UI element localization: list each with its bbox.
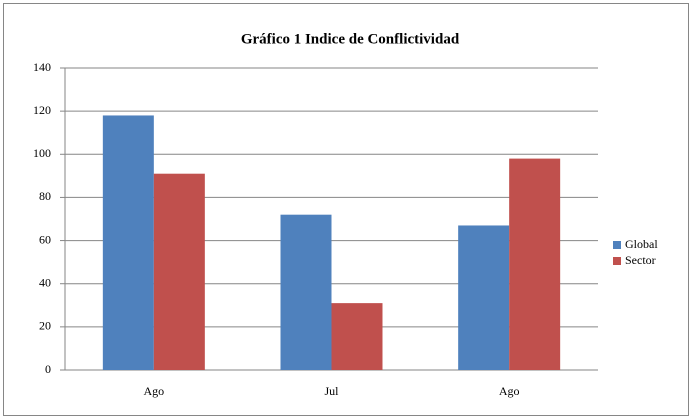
legend-label: Global: [625, 237, 658, 251]
x-tick-label: Ago: [499, 384, 520, 398]
legend-swatch: [613, 257, 621, 265]
legend-label: Sector: [625, 253, 656, 267]
y-tick-label: 100: [33, 146, 51, 160]
y-tick-label: 20: [39, 319, 51, 333]
bar: [458, 225, 510, 370]
bar: [509, 158, 561, 370]
bar: [102, 115, 154, 370]
bar: [153, 173, 205, 370]
x-tick-label: Ago: [143, 384, 164, 398]
chart-title: Gráfico 1 Indice de Conflictividad: [241, 31, 460, 47]
y-tick-label: 140: [33, 60, 51, 74]
y-tick-label: 60: [39, 232, 51, 246]
x-tick-label: Jul: [324, 384, 339, 398]
bar: [331, 303, 383, 370]
y-tick-label: 120: [33, 103, 51, 117]
legend-swatch: [613, 241, 621, 249]
y-tick-label: 0: [45, 362, 51, 376]
y-tick-label: 40: [39, 275, 51, 289]
bar: [280, 214, 332, 370]
y-tick-label: 80: [39, 189, 51, 203]
